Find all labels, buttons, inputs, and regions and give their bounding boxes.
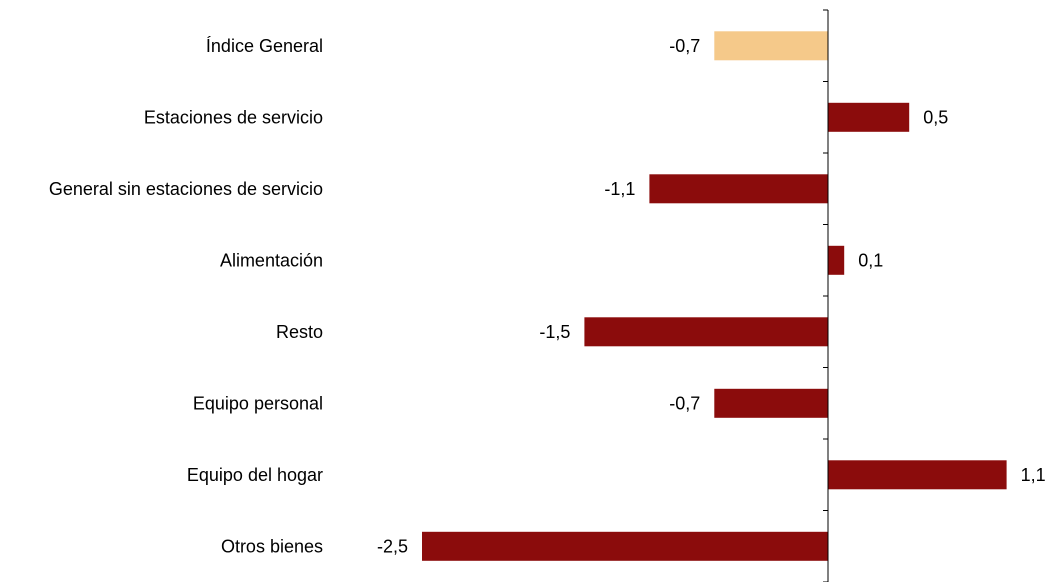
value-label: -1,1: [604, 179, 635, 199]
value-label: -1,5: [539, 322, 570, 342]
bar-7: [422, 531, 828, 561]
bars-layer: [422, 31, 1007, 561]
category-label: Índice General: [206, 36, 323, 56]
axis-layer: [823, 9, 829, 582]
bar-2: [649, 174, 828, 204]
bar-6: [828, 460, 1007, 490]
value-label: -0,7: [669, 393, 700, 413]
value-label: 0,5: [923, 107, 948, 127]
bar-0: [714, 31, 828, 61]
category-label: Alimentación: [220, 250, 323, 270]
value-label: 0,1: [858, 250, 883, 270]
category-label: Otros bienes: [221, 536, 323, 556]
value-label: 1,1: [1021, 465, 1046, 485]
category-label: Equipo personal: [193, 393, 323, 413]
value-label: -2,5: [377, 536, 408, 556]
value-label: -0,7: [669, 36, 700, 56]
bar-1: [828, 102, 910, 132]
bar-5: [714, 388, 828, 418]
category-label: Resto: [276, 322, 323, 342]
labels-layer: Índice General -0,7 Estaciones de servicio…: [49, 36, 1046, 556]
category-label: Equipo del hogar: [187, 465, 323, 485]
category-label: General sin estaciones de servicio: [49, 179, 323, 199]
bar-4: [584, 317, 828, 347]
category-label: Estaciones de servicio: [144, 107, 323, 127]
bar-3: [828, 245, 845, 275]
